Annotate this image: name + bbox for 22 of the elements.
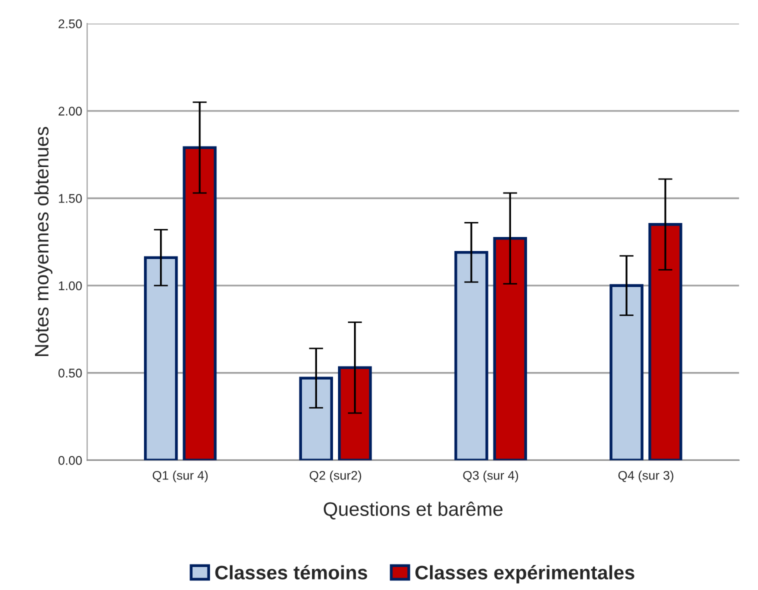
y-tick-label: 2.00	[58, 106, 82, 116]
x-tick-label: Q3 (sur 4)	[463, 470, 518, 482]
y-axis-title: Notes moyennes obtenues	[34, 126, 52, 356]
x-tick-label: Q2 (sur2)	[310, 470, 362, 482]
legend-label: Classes témoins	[215, 565, 368, 580]
y-tick-label: 0.00	[58, 456, 82, 465]
y-tick-label: 1.00	[58, 281, 82, 290]
bar	[454, 250, 488, 460]
x-axis-title: Questions et barême	[324, 502, 502, 520]
bar	[493, 237, 528, 460]
y-tick-label: 0.50	[58, 368, 82, 378]
bar	[338, 366, 372, 460]
legend-label: Classes expérimentales	[415, 565, 634, 584]
bar	[610, 284, 644, 460]
bar	[144, 256, 178, 460]
bar	[182, 146, 217, 460]
x-tick-label: Q1 (sur 4)	[152, 470, 208, 482]
bar	[648, 223, 682, 460]
x-tick-label: Q4 (sur 3)	[618, 470, 674, 482]
y-tick-label: 2.50	[58, 19, 82, 28]
y-tick-label: 1.50	[58, 194, 82, 203]
bar	[299, 376, 334, 460]
